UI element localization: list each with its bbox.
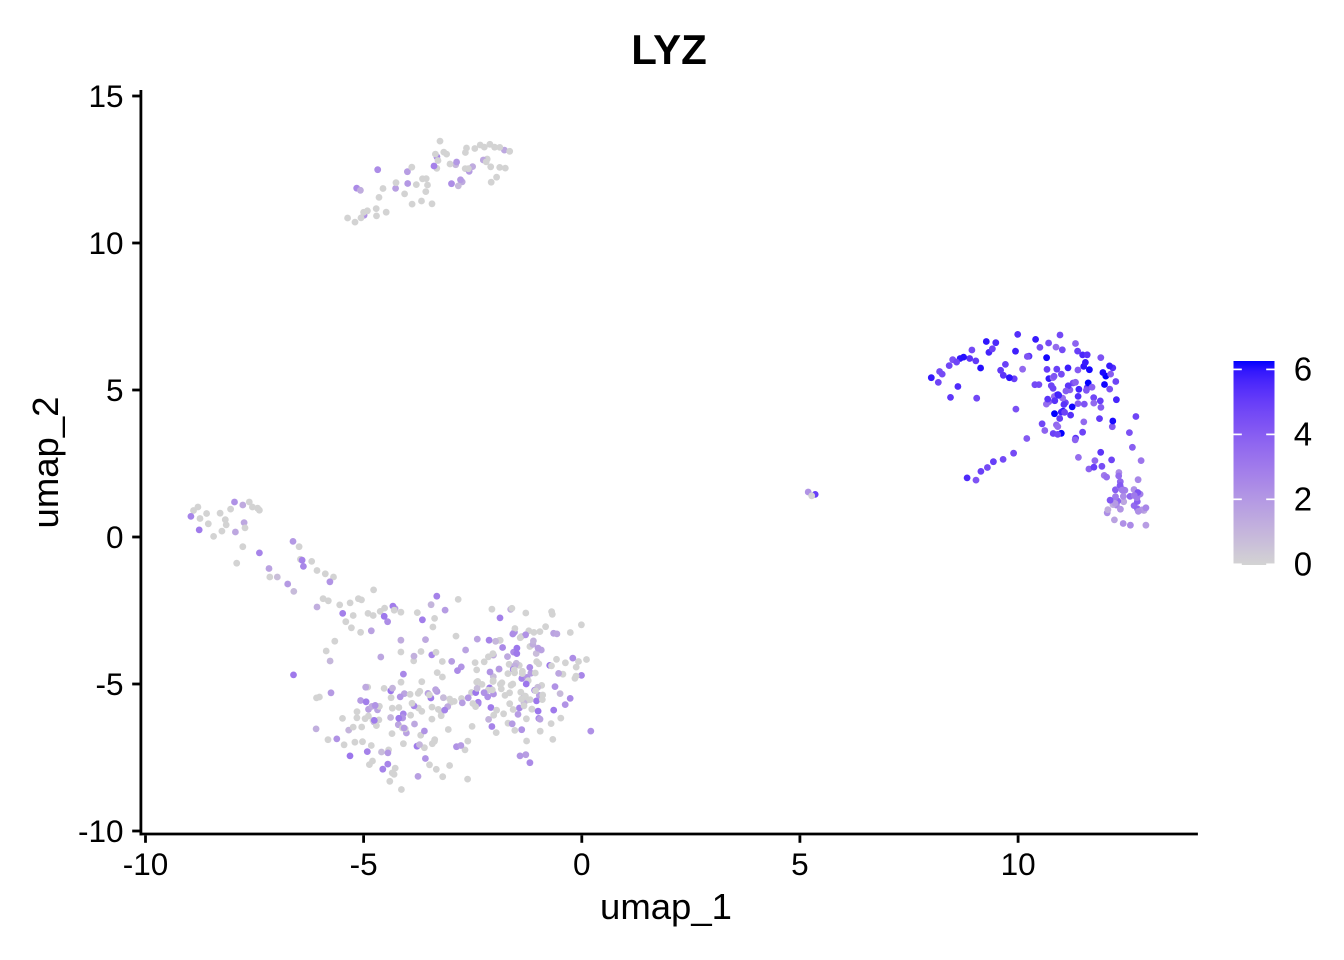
- svg-text:0: 0: [1294, 546, 1312, 583]
- svg-text:10: 10: [88, 225, 123, 261]
- svg-text:umap_1: umap_1: [600, 886, 732, 927]
- svg-text:10: 10: [1001, 846, 1036, 882]
- svg-text:0: 0: [573, 846, 591, 882]
- svg-text:-10: -10: [123, 846, 169, 882]
- svg-text:5: 5: [791, 846, 809, 882]
- svg-text:-10: -10: [78, 813, 124, 849]
- svg-text:6: 6: [1294, 351, 1312, 388]
- svg-text:2: 2: [1294, 481, 1312, 518]
- svg-text:4: 4: [1294, 416, 1312, 453]
- svg-text:15: 15: [88, 78, 123, 114]
- svg-text:-5: -5: [350, 846, 378, 882]
- svg-text:5: 5: [106, 372, 124, 408]
- svg-text:umap_2: umap_2: [25, 397, 66, 529]
- svg-text:-5: -5: [95, 666, 123, 702]
- svg-text:LYZ: LYZ: [631, 26, 706, 73]
- svg-text:0: 0: [106, 519, 124, 555]
